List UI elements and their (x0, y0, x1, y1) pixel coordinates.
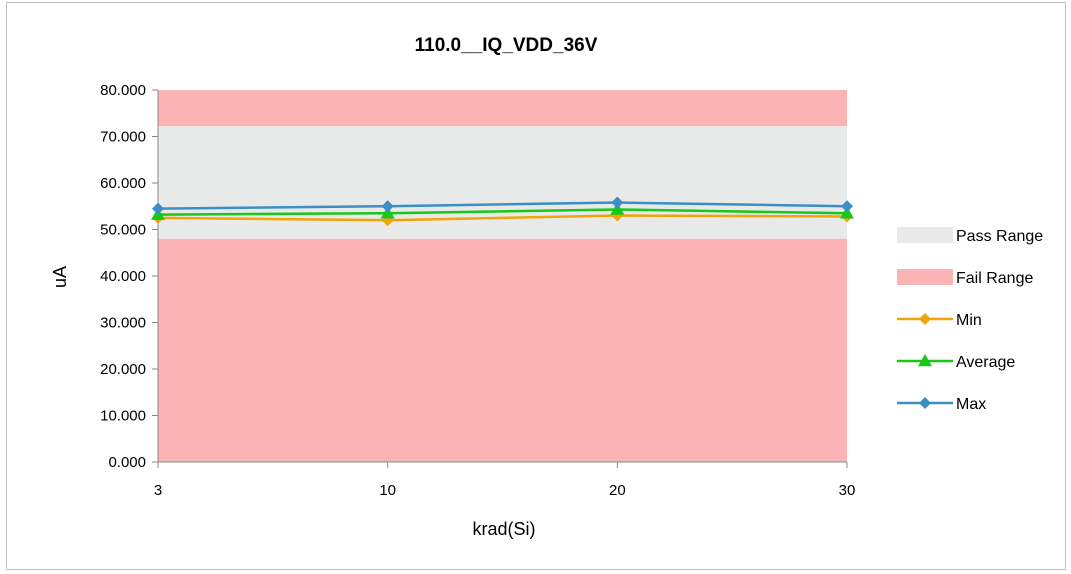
data-point-average (380, 206, 395, 219)
y-tick-label: 0.000 (108, 454, 146, 471)
legend-label-max: Max (956, 396, 986, 413)
y-tick-label: 10.000 (100, 408, 146, 425)
x-tick-label: 30 (839, 482, 856, 499)
y-axis-label: uA (50, 266, 70, 288)
chart-title: 110.0__IQ_VDD_36V (415, 35, 598, 56)
legend-marker-min (919, 313, 931, 325)
legend-swatch-pass-range (897, 227, 953, 243)
legend-swatch-fail-range (897, 269, 953, 285)
y-tick-label: 50.000 (100, 222, 146, 239)
x-axis-label: krad(Si) (472, 519, 535, 539)
series-group (151, 196, 854, 227)
axes: 0.000 10.000 20.000 30.000 40.000 50.000 60.00… (100, 82, 855, 499)
y-tick-label: 30.000 (100, 315, 146, 332)
x-tick-label: 3 (154, 482, 162, 499)
series-line-min (157, 214, 848, 222)
legend-marker-max (919, 397, 931, 409)
y-tick-label: 70.000 (100, 129, 146, 146)
data-point-max (841, 200, 853, 213)
series-line-average (157, 208, 848, 216)
legend-label-pass-range: Pass Range (956, 228, 1043, 245)
y-tick-label: 60.000 (100, 175, 146, 192)
data-point-max (611, 196, 624, 209)
y-tick-label: 80.000 (100, 82, 146, 99)
data-point-max (152, 202, 164, 215)
range-bands (158, 90, 847, 462)
x-tick-label: 20 (609, 482, 626, 499)
x-tick-label: 10 (379, 482, 396, 499)
fail-range-band (158, 90, 847, 127)
y-tick-label: 20.000 (100, 361, 146, 378)
legend-label-average: Average (956, 354, 1015, 371)
pass-range-band (158, 126, 847, 239)
legend-label-min: Min (956, 312, 982, 329)
series-line-max (157, 201, 848, 210)
legend-marker-average (918, 354, 932, 367)
data-point-average (840, 206, 854, 219)
legend: Pass Range Fail Range Min Average Max (897, 227, 1043, 413)
data-point-max (381, 200, 394, 213)
y-tick-label: 40.000 (100, 268, 146, 285)
legend-label-fail-range: Fail Range (956, 270, 1033, 287)
data-point-average (610, 202, 625, 215)
fail-range-band (158, 238, 847, 462)
